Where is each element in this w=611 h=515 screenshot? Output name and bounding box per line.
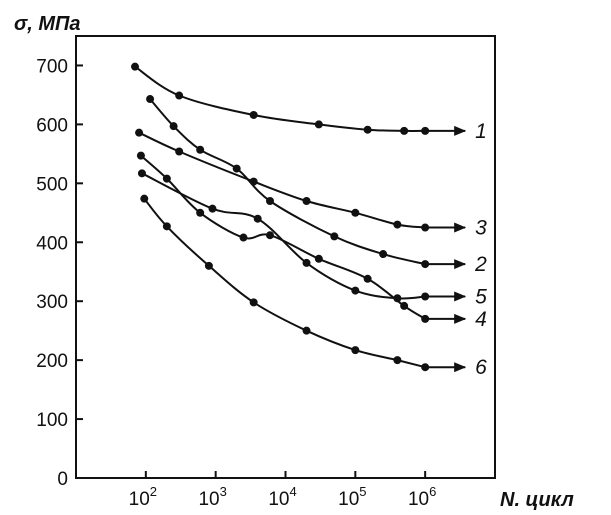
- x-axis-label: N. цикл: [500, 489, 574, 511]
- series-3: 3: [135, 128, 487, 240]
- y-tick-label: 200: [36, 351, 68, 372]
- data-point: [146, 95, 155, 104]
- series-5-label: 5: [475, 285, 487, 308]
- data-point: [253, 214, 262, 223]
- data-point: [249, 298, 258, 307]
- series-1-label: 1: [475, 120, 487, 143]
- x-tick-base: 10: [198, 489, 219, 510]
- data-point: [196, 208, 205, 217]
- data-point: [351, 286, 360, 295]
- series-5: 5: [137, 169, 487, 308]
- data-point: [135, 128, 144, 137]
- data-point: [314, 120, 323, 129]
- y-axis-label: σ, МПа: [14, 13, 81, 35]
- data-point: [204, 261, 213, 270]
- x-tick-base: 10: [408, 489, 429, 510]
- data-point: [421, 223, 430, 232]
- series-6: 6: [140, 194, 487, 379]
- x-tick-exponent: 3: [220, 484, 227, 499]
- data-point: [208, 204, 217, 213]
- y-tick-label: 100: [36, 410, 68, 431]
- data-point: [363, 274, 372, 283]
- series-6-label: 6: [475, 356, 487, 379]
- y-tick-label: 700: [36, 56, 68, 77]
- data-point: [137, 169, 146, 178]
- y-tick-label: 600: [36, 115, 68, 136]
- data-point: [175, 91, 184, 100]
- data-point: [400, 301, 409, 310]
- data-point: [302, 326, 311, 335]
- data-point: [131, 62, 140, 71]
- series-1: 1: [131, 62, 487, 143]
- plot-frame: [75, 35, 496, 479]
- x-tick-base: 10: [129, 489, 150, 510]
- y-tick-label: 300: [36, 292, 68, 313]
- y-tick-label: 400: [36, 233, 68, 254]
- x-tick-exponent: 5: [359, 484, 366, 499]
- series-6-line: [143, 198, 426, 369]
- y-axis-ticks: 0 100 200 300 400 500 600 700: [36, 56, 83, 490]
- data-point: [169, 122, 178, 131]
- data-point: [400, 126, 409, 135]
- series-4-label: 4: [475, 308, 487, 331]
- y-tick-label: 500: [36, 174, 68, 195]
- x-tick-label: 106: [408, 484, 436, 510]
- x-tick-label: 103: [198, 484, 226, 510]
- data-point: [379, 250, 388, 259]
- x-tick-exponent: 6: [429, 484, 436, 499]
- x-tick-base: 10: [338, 489, 359, 510]
- data-point: [393, 356, 402, 365]
- data-point: [330, 232, 339, 241]
- data-point: [421, 314, 430, 323]
- data-point: [162, 222, 171, 231]
- series-2-label: 2: [474, 253, 487, 276]
- x-tick-label: 105: [338, 484, 366, 510]
- data-point: [302, 258, 311, 267]
- series-2-line: [149, 98, 426, 266]
- data-point: [351, 346, 360, 355]
- y-tick-label: 0: [57, 469, 68, 490]
- data-point: [136, 151, 145, 160]
- data-point: [175, 147, 184, 156]
- series-3-label: 3: [475, 217, 487, 240]
- data-point: [232, 164, 241, 173]
- series-4: 4: [136, 151, 487, 331]
- x-tick-label: 102: [129, 484, 157, 510]
- data-point: [351, 208, 360, 217]
- x-tick-exponent: 2: [150, 484, 157, 499]
- data-point: [239, 233, 248, 242]
- x-tick-exponent: 4: [289, 484, 296, 499]
- series-2: 2: [146, 95, 487, 276]
- data-point: [421, 292, 430, 301]
- series-layer: 1 2 3 45 6: [131, 62, 487, 379]
- data-point: [162, 174, 171, 183]
- data-point: [393, 220, 402, 229]
- data-point: [421, 126, 430, 135]
- data-point: [140, 194, 149, 203]
- data-point: [249, 110, 258, 119]
- series-3-line: [138, 131, 426, 229]
- data-point: [266, 197, 275, 206]
- data-point: [421, 363, 430, 372]
- data-point: [314, 254, 323, 263]
- series-4-line: [140, 154, 426, 320]
- data-point: [266, 231, 275, 240]
- x-tick-base: 10: [268, 489, 289, 510]
- data-point: [363, 125, 372, 134]
- x-axis-ticks: 102 103 104 105 106: [129, 471, 436, 510]
- data-point: [196, 145, 205, 154]
- data-point: [249, 177, 258, 186]
- data-point: [393, 294, 402, 303]
- data-point: [302, 197, 311, 206]
- x-tick-label: 104: [268, 484, 296, 510]
- data-point: [421, 260, 430, 269]
